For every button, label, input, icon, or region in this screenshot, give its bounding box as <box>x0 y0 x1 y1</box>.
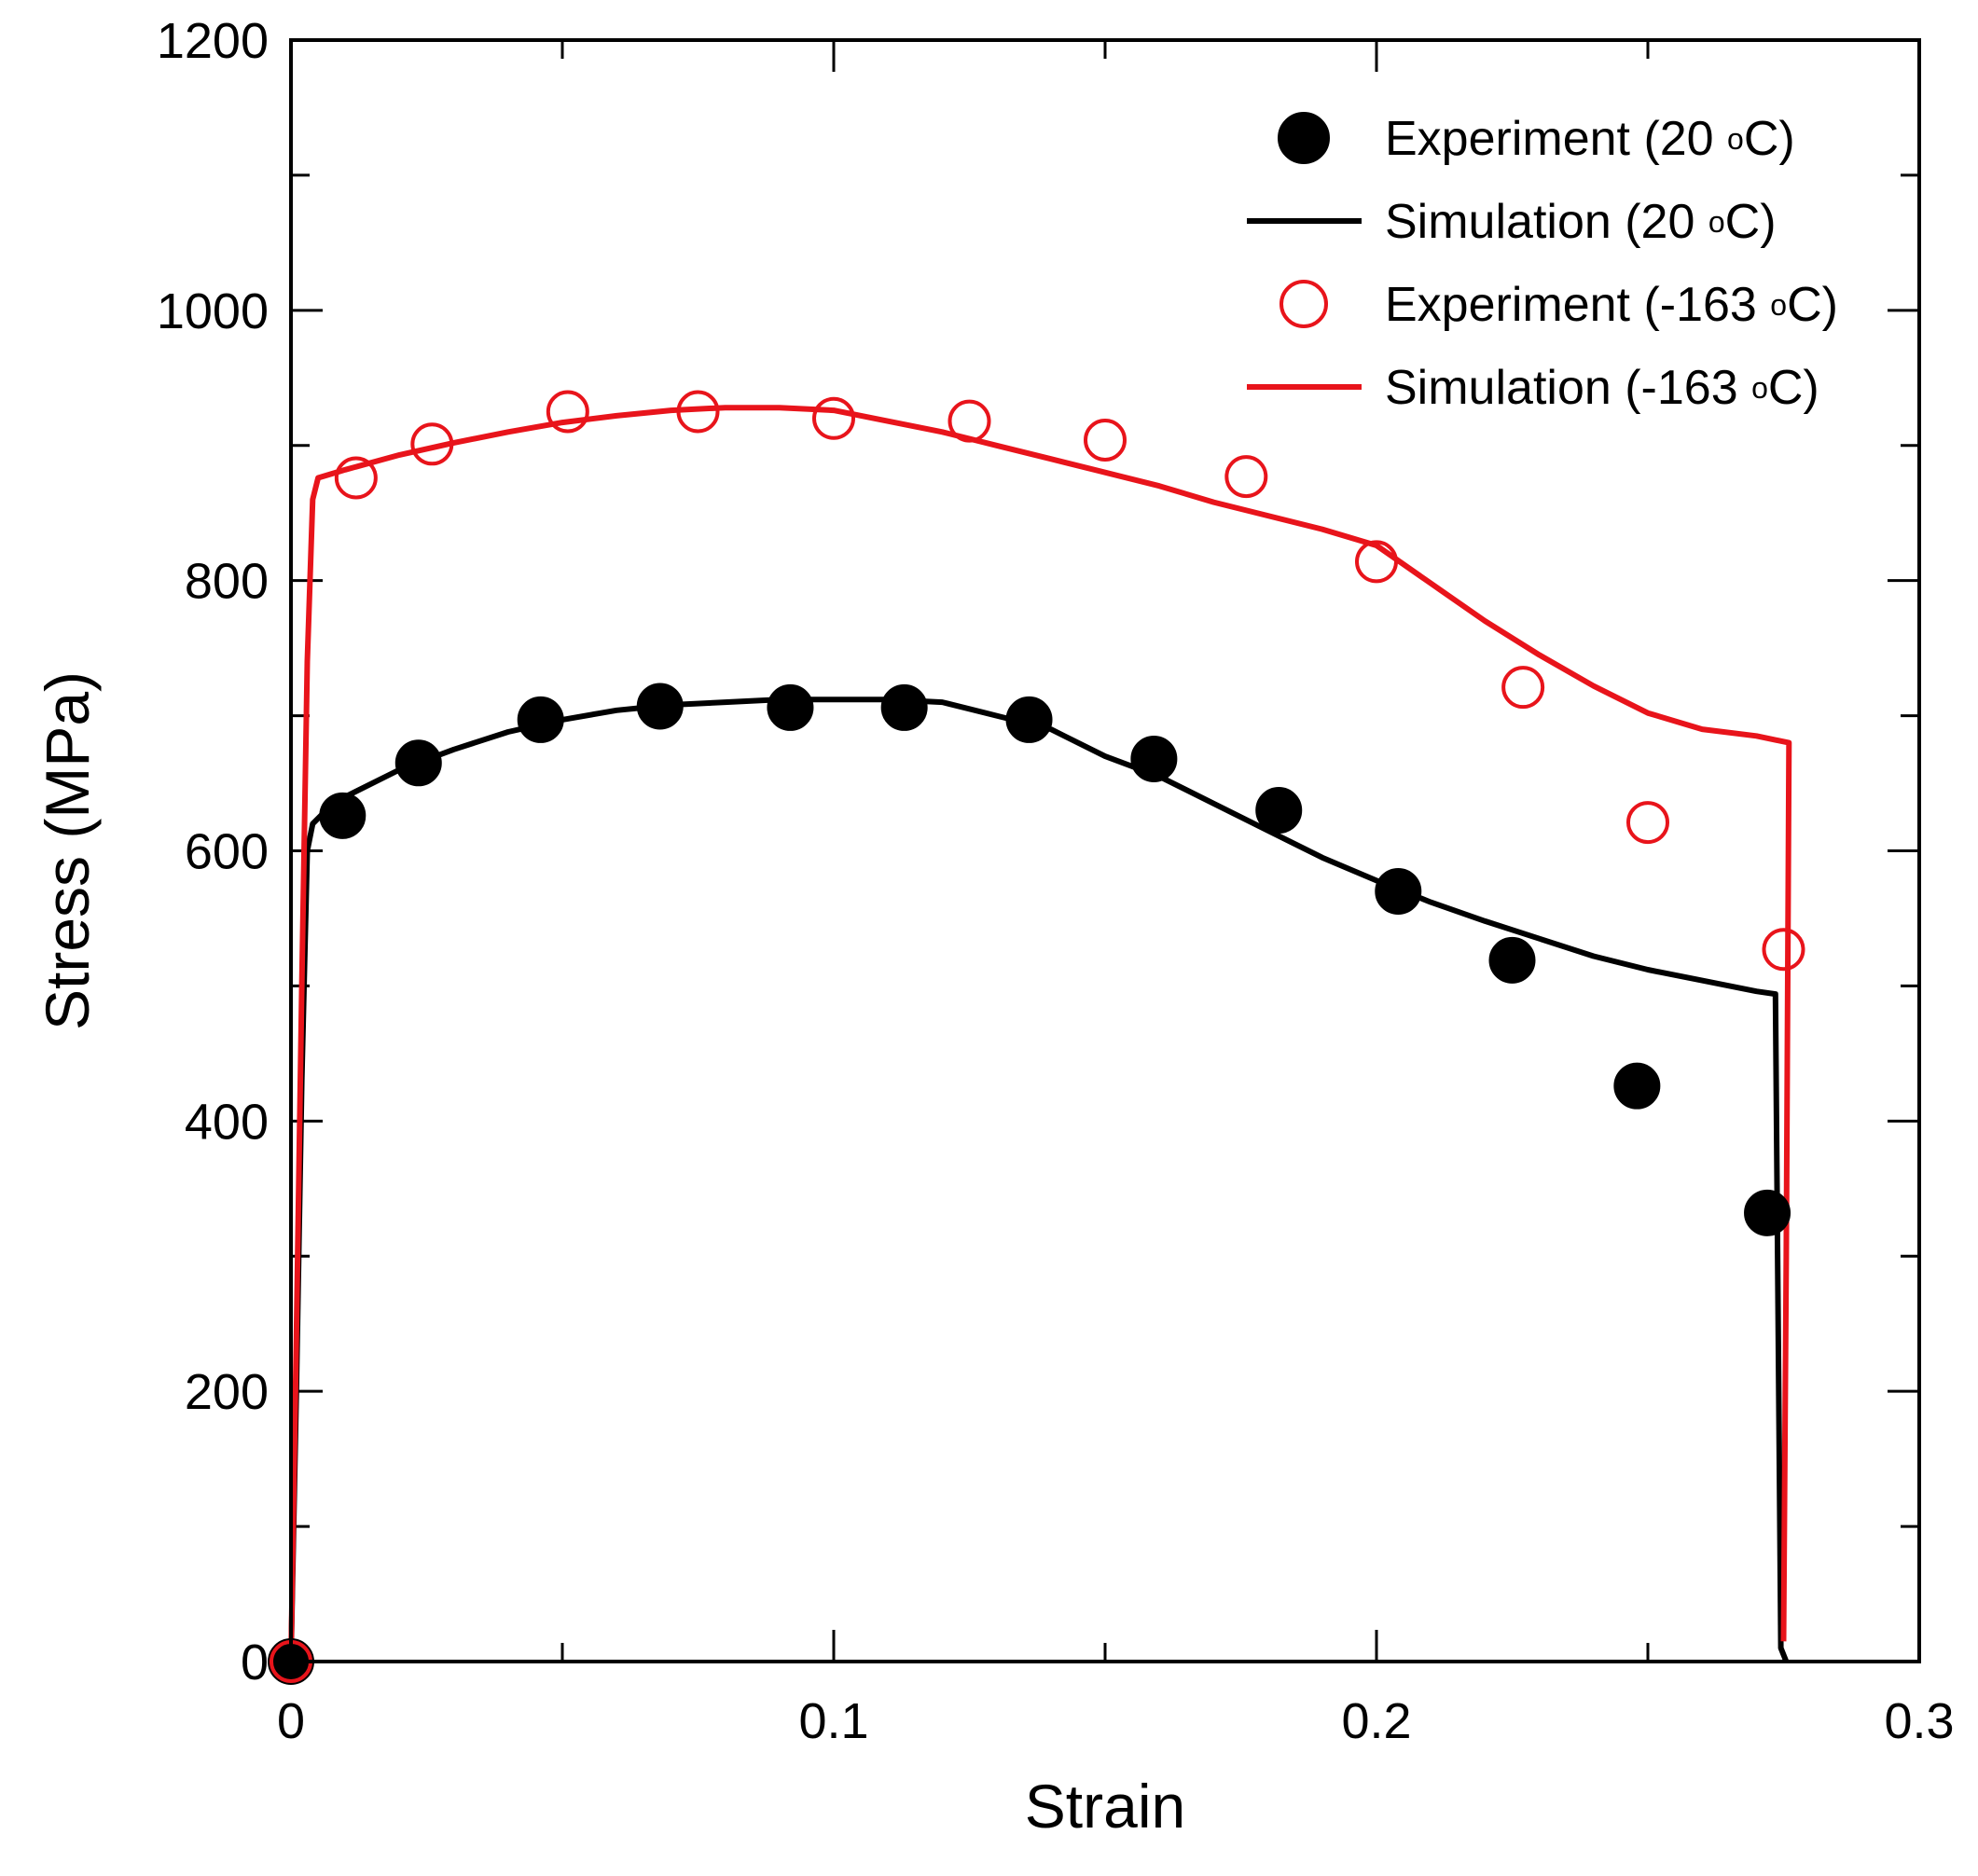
data-point <box>1501 666 1545 710</box>
data-point <box>767 683 814 731</box>
legend-label-text: Experiment (20 <box>1385 112 1727 166</box>
series-markers <box>268 390 1805 1685</box>
legend-label-text: Simulation (-163 <box>1385 361 1751 415</box>
data-point <box>1255 787 1303 835</box>
tick-labels: 0 0.1 0.2 0.3 0 200 400 600 800 1000 1200 <box>157 13 1955 1749</box>
data-point <box>1130 735 1178 782</box>
legend-label-text: Experiment (-163 <box>1385 278 1770 332</box>
legend-marker-swatch <box>1279 280 1328 328</box>
y-tick-label: 1000 <box>157 283 269 339</box>
legend-label: Experiment (-163 oC) <box>1385 278 1838 332</box>
data-point <box>1762 928 1805 972</box>
x-tick-label: 0.2 <box>1341 1693 1411 1749</box>
y-tick-label: 400 <box>185 1094 269 1150</box>
x-tick-label: 0 <box>277 1693 305 1749</box>
y-tick-label: 1200 <box>157 13 269 69</box>
data-point <box>880 683 928 731</box>
legend-label-unit: C) <box>1725 195 1777 249</box>
data-point <box>334 456 378 500</box>
y-tick-label: 200 <box>185 1364 269 1420</box>
legend-label-unit: C) <box>1744 112 1795 166</box>
x-axis-title: Strain <box>1025 1772 1185 1841</box>
data-point <box>1005 696 1053 743</box>
data-point <box>394 739 442 787</box>
x-tick-label: 0.1 <box>798 1693 868 1749</box>
data-point <box>812 396 855 440</box>
legend-label-degree: o <box>1727 122 1744 156</box>
data-point <box>636 683 684 730</box>
plot-area-frame <box>289 38 1921 1663</box>
legend-label-text: Simulation (20 <box>1385 195 1708 249</box>
y-tick-label: 600 <box>185 824 269 880</box>
legend-label-degree: o <box>1708 205 1725 239</box>
legend-label: Simulation (20 oC) <box>1385 195 1777 249</box>
data-point <box>1613 1062 1661 1110</box>
data-point <box>1355 540 1398 584</box>
data-point <box>319 792 367 839</box>
data-point <box>546 390 589 434</box>
data-point <box>948 399 991 443</box>
x-tick-label: 0.3 <box>1884 1693 1954 1749</box>
data-point <box>410 422 454 466</box>
legend-label-unit: C) <box>1787 278 1838 332</box>
legend-label-degree: o <box>1751 371 1768 405</box>
legend-label: Simulation (-163 oC) <box>1385 361 1819 415</box>
data-point <box>1224 455 1268 499</box>
data-point <box>676 390 720 434</box>
data-point <box>1744 1189 1791 1236</box>
data-point <box>1084 418 1127 462</box>
legend-label-degree: o <box>1770 288 1787 322</box>
data-point <box>1375 867 1422 915</box>
legend-label-unit: C) <box>1768 361 1819 415</box>
y-axis-title: Stress (MPa) <box>33 671 102 1030</box>
y-tick-label: 800 <box>185 554 269 610</box>
data-point <box>1626 801 1669 845</box>
y-tick-label: 0 <box>241 1635 269 1690</box>
legend: Experiment (20 oC)Simulation (20 oC)Expe… <box>1247 112 1838 415</box>
series-line-3 <box>288 405 1792 1662</box>
legend-marker-swatch <box>1278 112 1330 164</box>
data-point <box>517 696 564 743</box>
data-point <box>1488 936 1536 984</box>
legend-label: Experiment (20 oC) <box>1385 112 1795 166</box>
